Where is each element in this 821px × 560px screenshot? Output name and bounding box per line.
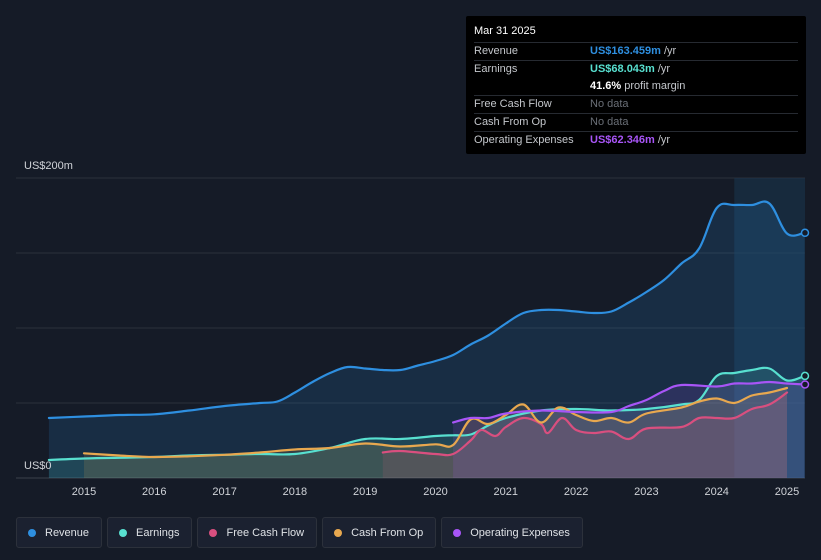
x-tick-label: 2023 [634,486,658,498]
tooltip-row-profit-margin: 41.6% profit margin [474,78,798,95]
endpoint-revenue [800,228,810,238]
tooltip-value: US$163.459m [590,45,661,57]
x-tick-label: 2019 [353,486,377,498]
x-tick-label: 2021 [494,486,518,498]
legend-item-cash-from-op[interactable]: Cash From Op [322,517,437,548]
tooltip-label [474,78,590,95]
endpoint-operating-expenses [800,380,810,389]
legend-label: Operating Expenses [470,526,570,539]
x-tick-label: 2025 [775,486,799,498]
tooltip-value: US$68.043m [590,63,655,75]
data-tooltip: Mar 31 2025 Revenue US$163.459m /yr Earn… [466,16,806,154]
legend-item-operating-expenses[interactable]: Operating Expenses [441,517,583,548]
y-axis-max-label: US$200m [24,160,73,172]
area-free-cash-flow [382,392,787,478]
legend-label: Earnings [136,526,180,539]
gridlines [16,177,805,479]
tooltip-label: Operating Expenses [474,134,574,146]
series-lines [47,200,806,462]
line-free-cash-flow [381,391,789,457]
x-tick-label: 2024 [704,486,728,498]
x-tick-label: 2018 [283,486,307,498]
legend-item-earnings[interactable]: Earnings [107,517,193,548]
legend-dot-icon [453,528,462,537]
area-earnings [48,367,805,478]
legend: Revenue Earnings Free Cash Flow Cash Fro… [16,517,583,548]
legend-item-revenue[interactable]: Revenue [16,517,103,548]
tooltip-row-revenue: Revenue US$163.459m /yr [474,42,798,60]
tooltip-unit: /yr [657,134,671,146]
tooltip-value: No data [590,116,629,128]
tooltip-label: Revenue [474,45,519,57]
area-revenue [48,201,805,478]
tooltip-unit: profit margin [624,80,686,92]
highlight-band [734,178,805,478]
series-endpoints [800,228,810,389]
x-tick-label: 2017 [212,486,236,498]
tooltip-row-free-cash-flow: Free Cash Flow No data [474,95,798,113]
tooltip-label: Free Cash Flow [474,98,552,110]
legend-label: Free Cash Flow [226,526,305,539]
series-areas [48,201,805,478]
x-tick-label: 2022 [564,486,588,498]
legend-dot-icon [334,528,343,537]
tooltip-date: Mar 31 2025 [474,25,536,37]
legend-item-free-cash-flow[interactable]: Free Cash Flow [197,517,318,548]
tooltip-row-operating-expenses: Operating Expenses US$62.346m /yr [474,131,798,149]
tooltip-label: Earnings [474,63,518,75]
tooltip-value: US$62.346m [590,134,655,146]
tooltip-value: 41.6% [590,80,622,92]
line-cash-from-op [82,386,789,459]
tooltip-unit: /yr [663,45,677,57]
x-tick-label: 2016 [142,486,166,498]
tooltip-unit: /yr [657,63,671,75]
line-operating-expenses [452,380,806,424]
tooltip-label: Cash From Op [474,116,547,128]
legend-label: Cash From Op [351,526,424,539]
x-tick-label: 2015 [72,486,96,498]
tooltip-row-cash-from-op: Cash From Op No data [474,113,798,131]
endpoint-earnings [800,371,810,381]
legend-dot-icon [119,528,128,537]
y-axis-zero-label: US$0 [24,460,52,472]
line-revenue [47,200,806,420]
x-tick-label: 2020 [423,486,447,498]
legend-dot-icon [28,528,36,537]
legend-label: Revenue [45,526,90,539]
tooltip-row-earnings: Earnings US$68.043m /yr [474,60,798,78]
x-axis-ticks: 2015 2016 2017 2018 2019 2020 2021 2022 2023 2024… [72,486,799,498]
legend-dot-icon [209,528,218,537]
tooltip-value: No data [590,98,629,110]
area-operating-expenses [453,382,805,478]
area-cash-from-op [84,388,787,478]
